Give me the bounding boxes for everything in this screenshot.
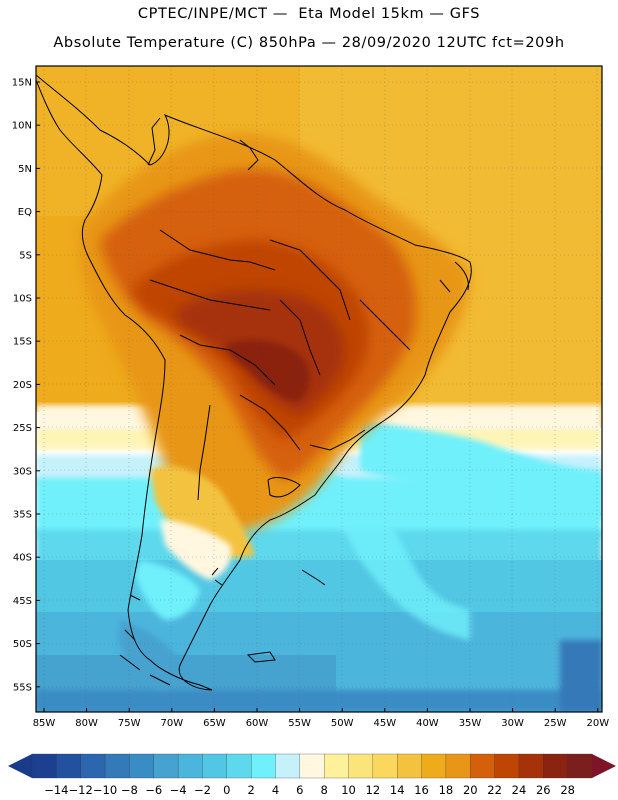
- lon-label: 65W: [203, 718, 226, 729]
- lon-label: 60W: [246, 718, 269, 729]
- colorbar-tick-label: 2: [247, 783, 254, 797]
- lon-label: 50W: [331, 718, 354, 729]
- colorbar-tick-label: −6: [145, 783, 162, 797]
- colorbar-tick-label: −2: [194, 783, 211, 797]
- lon-label: 30W: [501, 718, 524, 729]
- colorbar-tick-label: 6: [296, 783, 303, 797]
- colorbar-tick-label: 8: [321, 783, 328, 797]
- lat-label: 35S: [13, 510, 32, 521]
- colorbar-swatch: [226, 753, 252, 779]
- colorbar-tick-label: 22: [487, 783, 502, 797]
- lat-label: 15N: [12, 78, 32, 89]
- lat-label: 40S: [13, 553, 32, 564]
- lon-label: 40W: [416, 718, 439, 729]
- colorbar-swatch: [56, 753, 82, 779]
- colorbar-swatch: [104, 753, 130, 779]
- colorbar-tick-label: 10: [341, 783, 356, 797]
- colorbar-swatch: [80, 753, 106, 779]
- lat-label: 10N: [12, 121, 32, 132]
- colorbar-tick-label: −4: [170, 783, 187, 797]
- colorbar-tick-label: 16: [414, 783, 429, 797]
- colorbar-swatch: [31, 753, 57, 779]
- latitude-labels: 15N 10N 5N EQ 5S 10S 15S 20S 25S 30S 35S 40S 45S 50S 5…: [12, 78, 40, 693]
- colorbar-swatch: [445, 753, 471, 779]
- colorbar-tick-label: 18: [439, 783, 454, 797]
- lon-label: 55W: [288, 718, 311, 729]
- lon-label: 20W: [586, 718, 609, 729]
- colorbar-tick-label: 26: [536, 783, 551, 797]
- lat-label: 30S: [13, 466, 32, 477]
- colorbar-swatch: [372, 753, 398, 779]
- longitude-labels: 85W 80W 75W 70W 65W 60W 55W 50W 45W 40W 35W 30W 25W 2…: [33, 708, 609, 729]
- colorbar-swatch: [202, 753, 228, 779]
- lat-label: 5N: [18, 164, 32, 175]
- colorbar-swatch: [275, 753, 301, 779]
- temperature-field: [36, 66, 602, 712]
- colorbar-tick-label: 20: [463, 783, 478, 797]
- colorbar-under-arrow: [8, 754, 32, 778]
- lon-label: 45W: [373, 718, 396, 729]
- map-frame: [35, 65, 603, 713]
- lat-label: 20S: [13, 380, 32, 391]
- colorbar-swatch: [397, 753, 423, 779]
- lat-label: 15S: [13, 337, 32, 348]
- colorbar-tick-label: 24: [512, 783, 527, 797]
- lon-label: 70W: [160, 718, 183, 729]
- colorbar-tick-label: −12: [69, 783, 93, 797]
- lat-label: 50S: [13, 639, 32, 650]
- colorbar-swatch: [299, 753, 325, 779]
- colorbar-swatch: [324, 753, 350, 779]
- lat-label: 45S: [13, 596, 32, 607]
- lat-label: 25S: [13, 423, 32, 434]
- lon-label: 35W: [459, 718, 482, 729]
- colorbar-tick-label: −14: [44, 783, 68, 797]
- colorbar-tick-label: −8: [121, 783, 138, 797]
- lat-label: 55S: [13, 682, 32, 693]
- colorbar-tick-label: 12: [366, 783, 381, 797]
- colorbar-swatch: [494, 753, 520, 779]
- title-line-1: CPTEC/INPE/MCT — Eta Model 15km — GFS: [137, 6, 481, 22]
- coastlines: [36, 74, 472, 691]
- title-line-2: Absolute Temperature (C) 850hPa — 28/09/…: [53, 35, 565, 51]
- colorbar-tick-label: −10: [93, 783, 117, 797]
- colorbar-swatch: [250, 753, 277, 779]
- colorbar-tick-label: 14: [390, 783, 405, 797]
- lon-label: 25W: [544, 718, 567, 729]
- colorbar-swatch: [543, 753, 569, 779]
- colorbar-swatch: [567, 753, 593, 779]
- colorbar-tick-label: 4: [272, 783, 279, 797]
- lat-label: 10S: [13, 294, 32, 305]
- colorbar-swatch: [421, 753, 447, 779]
- colorbar-over-arrow: [592, 754, 616, 778]
- lat-label: 5S: [19, 250, 32, 261]
- colorbar-swatch: [518, 753, 544, 779]
- colorbar-swatch: [177, 753, 203, 779]
- colorbar-swatch: [470, 753, 496, 779]
- lat-label: EQ: [18, 207, 32, 218]
- colorbar-swatch: [348, 753, 374, 779]
- lon-label: 80W: [75, 718, 98, 729]
- lon-label: 75W: [118, 718, 141, 729]
- lon-label: 85W: [33, 718, 56, 729]
- colorbar-tick-label: 28: [560, 783, 575, 797]
- colorbar-swatch: [129, 753, 155, 779]
- colorbar: −14 −12 −10 −8 −6 −4 −2 0 2 4 6 8 10 12 14 16 18 20 22 24 26…: [8, 753, 616, 797]
- colorbar-tick-label: 0: [223, 783, 230, 797]
- colorbar-swatch: [153, 753, 179, 779]
